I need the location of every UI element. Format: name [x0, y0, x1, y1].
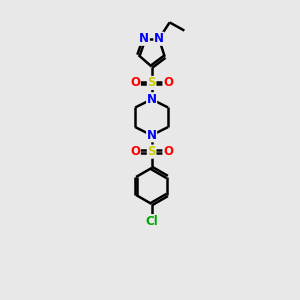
Text: N: N: [154, 32, 164, 45]
Text: O: O: [130, 76, 140, 89]
Text: N: N: [147, 93, 157, 106]
Text: O: O: [163, 145, 173, 158]
Text: O: O: [130, 145, 140, 158]
Text: N: N: [147, 129, 157, 142]
Text: O: O: [163, 76, 173, 89]
Text: Cl: Cl: [145, 215, 158, 228]
Text: N: N: [139, 32, 149, 45]
Text: S: S: [147, 145, 156, 158]
Text: S: S: [147, 76, 156, 89]
